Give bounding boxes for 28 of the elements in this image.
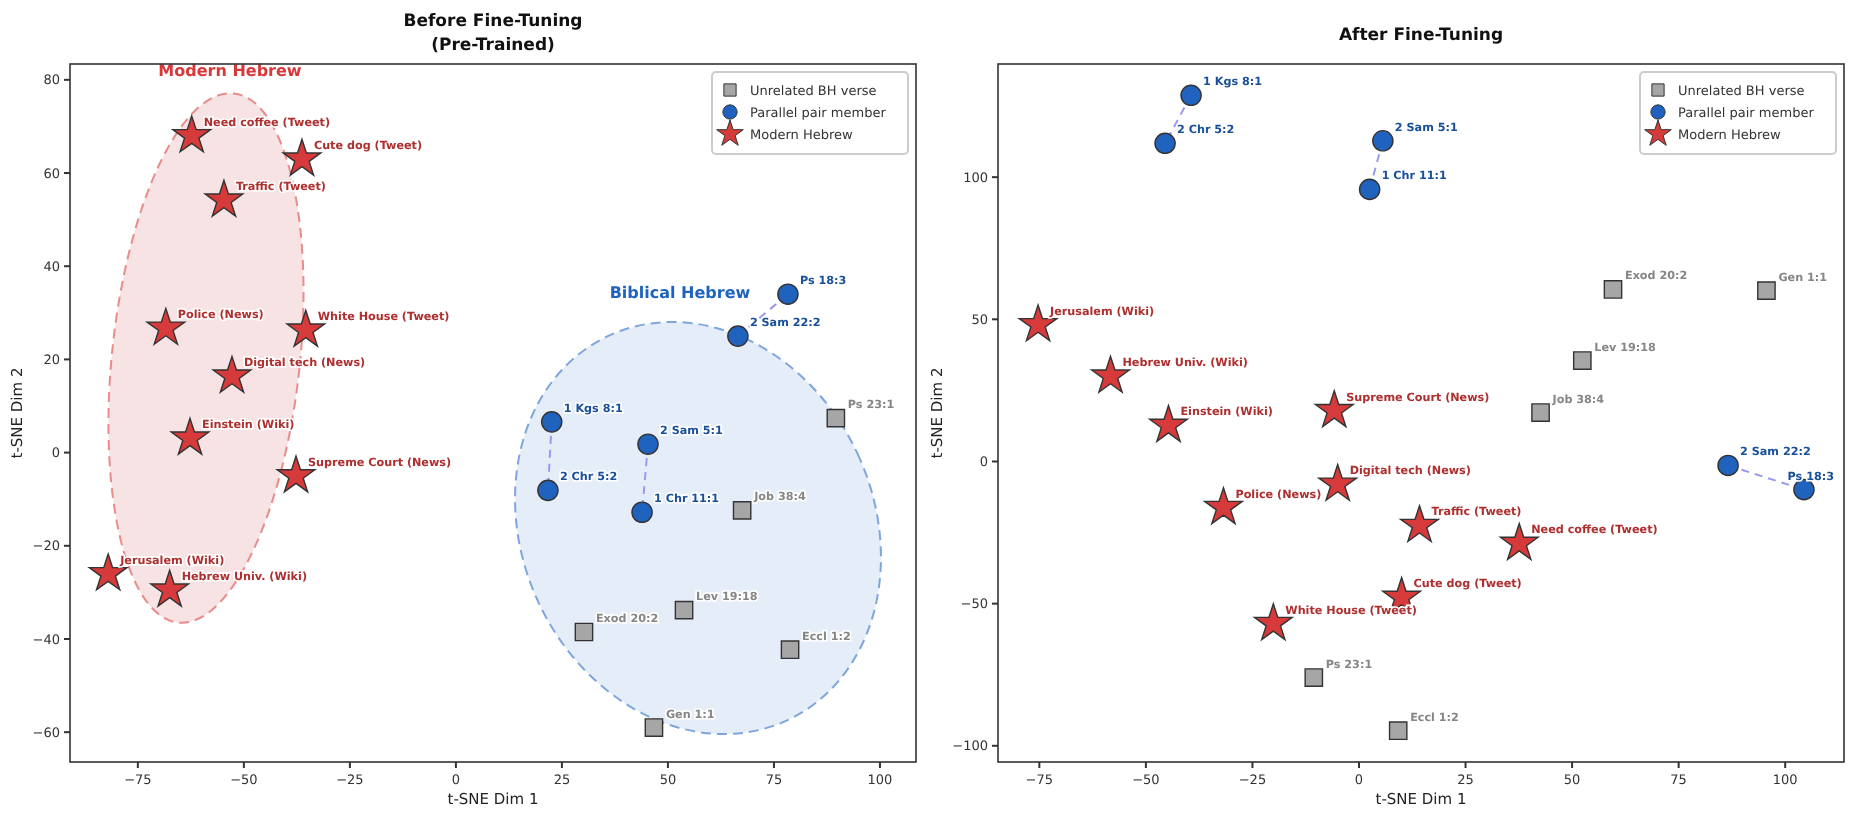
point — [1180, 84, 1202, 107]
chart-title: Before Fine-Tuning — [403, 12, 583, 32]
point — [1603, 280, 1623, 299]
point — [1757, 281, 1776, 300]
point — [1304, 668, 1324, 687]
annotation: Biblical Hebrew — [609, 284, 752, 302]
chart-title: After Fine-Tuning — [1338, 26, 1504, 46]
point — [1531, 403, 1550, 422]
point — [1372, 129, 1394, 152]
point — [826, 408, 846, 428]
point — [1358, 178, 1381, 201]
point — [631, 501, 653, 524]
point — [727, 325, 749, 347]
annotation: Modern Hebrew — [158, 62, 303, 80]
point — [780, 640, 800, 660]
point — [777, 283, 799, 305]
point — [674, 600, 694, 620]
point — [644, 718, 664, 737]
point — [1717, 454, 1739, 477]
point — [1154, 132, 1176, 155]
point — [732, 501, 752, 520]
point — [537, 479, 559, 502]
point — [1388, 721, 1408, 741]
point — [637, 433, 659, 455]
point — [540, 411, 563, 433]
chart-subtitle: (Pre-Trained) — [431, 36, 556, 56]
point — [1572, 351, 1592, 370]
point — [574, 622, 594, 642]
